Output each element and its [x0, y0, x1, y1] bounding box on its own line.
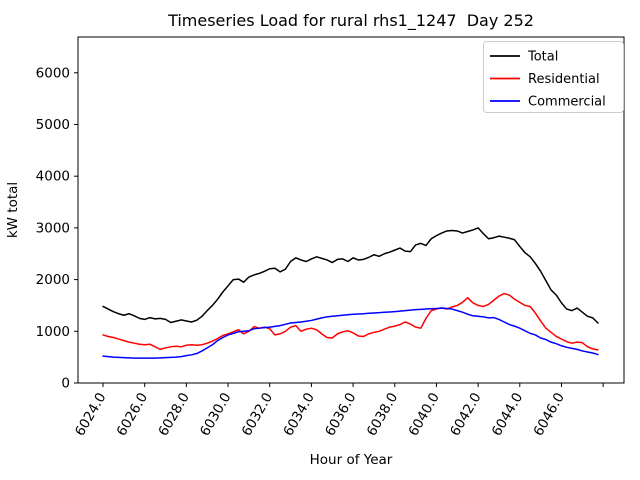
y-tick-label: 3000	[36, 220, 70, 236]
x-axis-label: Hour of Year	[310, 452, 393, 468]
y-tick-label: 4000	[36, 169, 70, 185]
x-tick-label: 6026.0	[114, 390, 151, 439]
x-tick-label: 6038.0	[364, 390, 401, 439]
x-tick-label: 6030.0	[197, 390, 234, 439]
legend: Total Residential Commercial	[483, 41, 624, 113]
x-tick-label: 6042.0	[447, 390, 484, 439]
y-axis-label: kW total	[5, 182, 21, 238]
y-tick-label: 0	[61, 376, 70, 392]
x-tick-label: 6036.0	[322, 390, 359, 439]
legend-box	[483, 41, 624, 113]
chart-title: Timeseries Load for rural rhs1_1247 Day …	[167, 11, 534, 31]
legend-label-commercial: Commercial	[528, 95, 606, 110]
legend-label-residential: Residential	[528, 72, 600, 87]
y-tick-label: 5000	[36, 117, 70, 133]
x-tick-label: 6034.0	[280, 390, 317, 439]
legend-label-total: Total	[527, 50, 558, 65]
y-tick-label: 6000	[36, 65, 70, 81]
series-commercial-line	[102, 307, 599, 359]
series-residential-line	[102, 292, 599, 351]
x-tick-label: 6040.0	[405, 390, 442, 439]
x-tick-label: 6024.0	[72, 390, 109, 439]
x-tick-label: 6046.0	[530, 390, 567, 439]
y-tick-label: 2000	[36, 272, 70, 288]
x-tick-label: 6044.0	[489, 390, 526, 439]
series-total-line	[102, 227, 599, 324]
plot-frame	[77, 36, 625, 384]
y-tick-label: 1000	[36, 324, 70, 340]
x-tick-label: 6032.0	[239, 390, 276, 439]
x-tick-label: 6028.0	[155, 390, 192, 439]
